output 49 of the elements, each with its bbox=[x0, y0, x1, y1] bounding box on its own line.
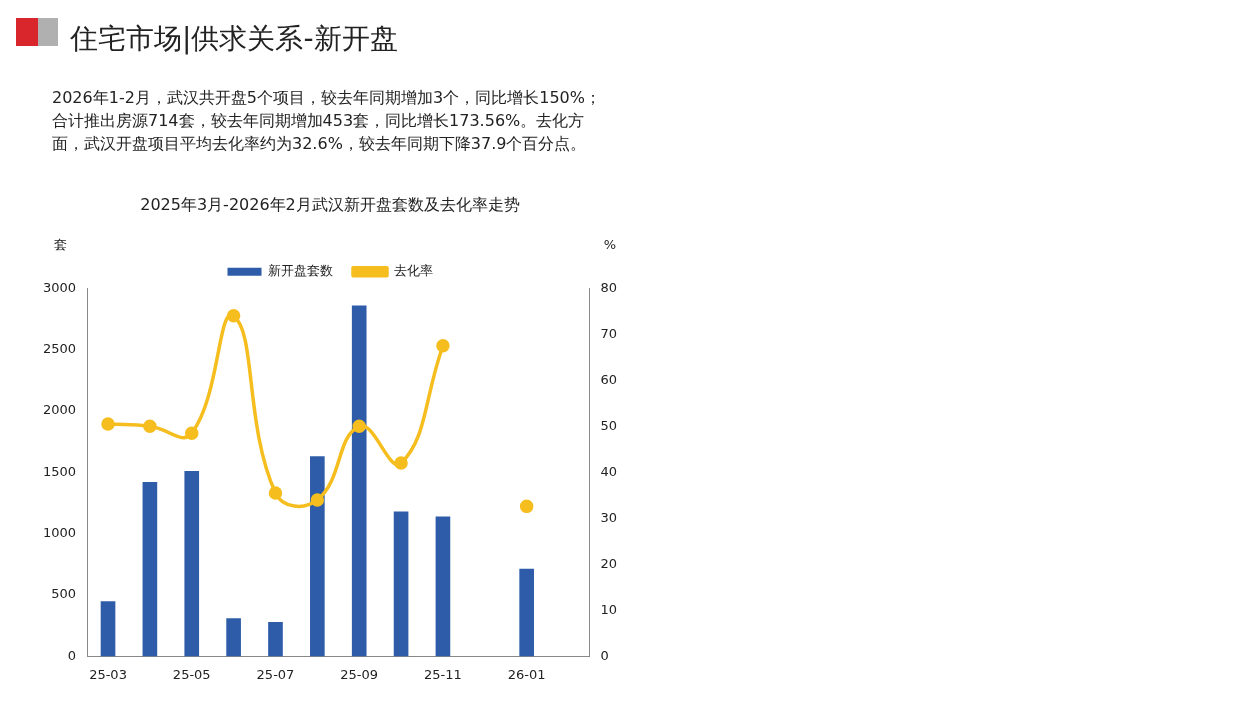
y-tick-label: 2500 bbox=[42, 340, 77, 356]
y2-tick-label: 0 bbox=[600, 647, 609, 663]
y2-tick-label: 40 bbox=[600, 463, 617, 479]
y2-tick-label: 20 bbox=[600, 555, 617, 571]
x-tick-label: 25-11 bbox=[424, 666, 462, 682]
y2-tick-label: 10 bbox=[600, 601, 617, 617]
y2-tick-label: 80 bbox=[600, 279, 617, 295]
point bbox=[185, 426, 199, 440]
legend-label: 去化率 bbox=[393, 263, 433, 279]
y-tick-label: 2000 bbox=[42, 402, 77, 418]
y2-axis-title: % bbox=[603, 237, 617, 253]
bar bbox=[351, 305, 367, 657]
point bbox=[394, 456, 408, 470]
point bbox=[352, 419, 366, 434]
y-tick-label: 0 bbox=[67, 647, 77, 663]
y2-tick-label: 70 bbox=[600, 325, 617, 341]
x-tick-label: 25-03 bbox=[89, 666, 127, 682]
x-tick-label: 26-01 bbox=[507, 666, 546, 682]
x-tick-label: 25-07 bbox=[256, 666, 295, 682]
y-tick-label: 1500 bbox=[42, 463, 77, 479]
point bbox=[310, 493, 325, 507]
y-tick-label: 500 bbox=[51, 586, 77, 602]
point bbox=[143, 419, 157, 434]
bar bbox=[393, 511, 409, 657]
bar bbox=[519, 568, 534, 657]
y2-tick-label: 30 bbox=[600, 509, 617, 525]
bar bbox=[100, 601, 116, 657]
y-tick-label: 1000 bbox=[42, 525, 77, 541]
point bbox=[268, 486, 283, 500]
bar bbox=[435, 516, 451, 657]
x-tick-label: 25-09 bbox=[340, 666, 379, 682]
point bbox=[101, 417, 115, 431]
bar bbox=[184, 471, 200, 657]
bar bbox=[310, 456, 325, 657]
bar bbox=[226, 618, 241, 657]
point bbox=[436, 338, 450, 353]
text: 住宅市场|供求关系-新开盘 bbox=[70, 21, 398, 57]
y2-tick-label: 50 bbox=[600, 417, 617, 433]
bar bbox=[268, 622, 283, 657]
chart-title: 2025年3月-2026年2月武汉新开盘套数及去化率走势 bbox=[140, 194, 520, 214]
x-tick-label: 25-05 bbox=[172, 666, 211, 682]
text: 2026年1-2月，武汉共开盘5个项目，较去年同期增加3个，同比增长150%；合计推出房源714套，较去年同期增加453套，同比增长173.56%。去化方面，武汉开盘项目平均去化率约为32.6%，较去年同期下降37.9个百分点。 bbox=[52, 87, 602, 155]
y2-tick-label: 60 bbox=[600, 371, 617, 387]
bar bbox=[142, 482, 158, 657]
y-tick-label: 3000 bbox=[42, 279, 77, 295]
point bbox=[226, 309, 241, 323]
y-axis-title: 套 bbox=[53, 237, 67, 253]
point bbox=[519, 499, 534, 514]
legend-label: 新开盘套数 bbox=[268, 263, 333, 279]
